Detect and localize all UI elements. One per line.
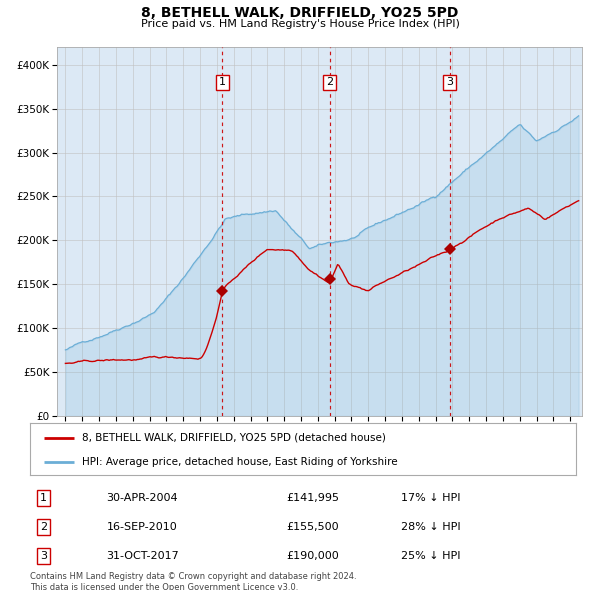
Text: Price paid vs. HM Land Registry's House Price Index (HPI): Price paid vs. HM Land Registry's House …: [140, 19, 460, 29]
Text: £190,000: £190,000: [287, 551, 340, 561]
Text: 1: 1: [40, 493, 47, 503]
Text: 31-OCT-2017: 31-OCT-2017: [106, 551, 179, 561]
Text: 17% ↓ HPI: 17% ↓ HPI: [401, 493, 461, 503]
Text: Contains HM Land Registry data © Crown copyright and database right 2024.
This d: Contains HM Land Registry data © Crown c…: [30, 572, 356, 590]
Text: 8, BETHELL WALK, DRIFFIELD, YO25 5PD (detached house): 8, BETHELL WALK, DRIFFIELD, YO25 5PD (de…: [82, 432, 386, 442]
Text: 2: 2: [40, 522, 47, 532]
Text: 25% ↓ HPI: 25% ↓ HPI: [401, 551, 461, 561]
Text: HPI: Average price, detached house, East Riding of Yorkshire: HPI: Average price, detached house, East…: [82, 457, 397, 467]
Text: 3: 3: [40, 551, 47, 561]
Text: 30-APR-2004: 30-APR-2004: [106, 493, 178, 503]
Text: £141,995: £141,995: [287, 493, 340, 503]
Text: 2: 2: [326, 77, 334, 87]
Text: £155,500: £155,500: [287, 522, 339, 532]
Text: 28% ↓ HPI: 28% ↓ HPI: [401, 522, 461, 532]
Text: 16-SEP-2010: 16-SEP-2010: [106, 522, 177, 532]
Text: 1: 1: [219, 77, 226, 87]
Text: 8, BETHELL WALK, DRIFFIELD, YO25 5PD: 8, BETHELL WALK, DRIFFIELD, YO25 5PD: [142, 6, 458, 20]
Text: 3: 3: [446, 77, 453, 87]
